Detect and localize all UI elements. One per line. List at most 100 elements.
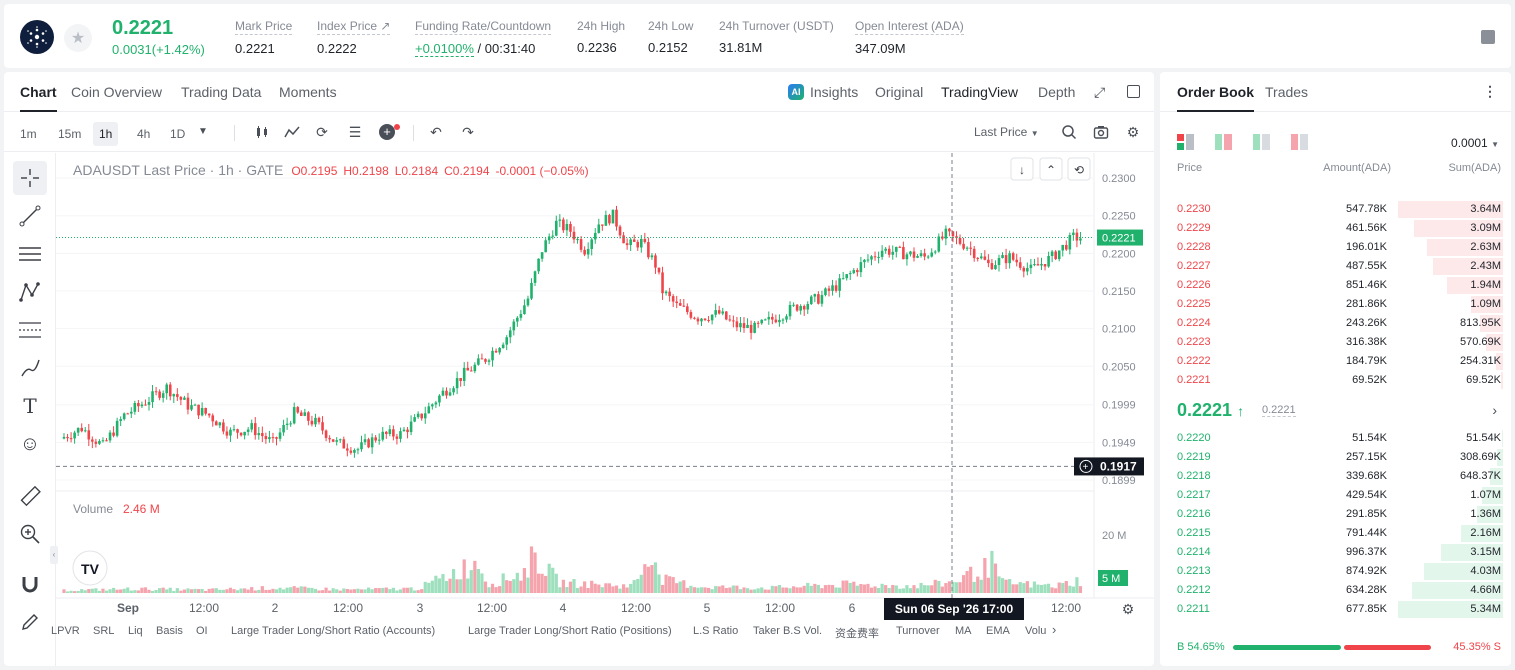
tab-original[interactable]: Original (875, 84, 924, 100)
refresh-icon[interactable]: ⟳ (316, 124, 328, 140)
bid-row[interactable]: 0.2219 257.15K 308.69K (1160, 448, 1511, 467)
crosshair-tool-icon[interactable] (13, 161, 47, 195)
timeframe-1d[interactable]: 1D (170, 127, 186, 141)
time-axis-settings-icon[interactable]: ⚙ (1122, 601, 1135, 617)
add-indicator-icon[interactable]: + (379, 124, 395, 140)
undo-icon[interactable]: ↶ (430, 124, 442, 140)
tab-trades[interactable]: Trades (1265, 84, 1309, 100)
brush-tool-icon[interactable] (13, 351, 47, 385)
ask-row[interactable]: 0.2221 69.52K 69.52K (1160, 371, 1511, 390)
templates-icon[interactable]: ☰ (348, 124, 362, 140)
ask-row[interactable]: 0.2225 281.86K 1.09M (1160, 295, 1511, 314)
favorite-star-icon[interactable]: ★ (64, 24, 92, 52)
guide-book-icon[interactable] (1481, 30, 1495, 44)
more-options-icon[interactable]: ⋮ (1483, 83, 1497, 99)
tab-trading-data[interactable]: Trading Data (181, 84, 262, 100)
timeframe-4h[interactable]: 4h (137, 127, 151, 141)
ask-row[interactable]: 0.2223 316.38K 570.69K (1160, 333, 1511, 352)
timeframe-1m[interactable]: 1m (20, 127, 37, 141)
indicator-turnover[interactable]: Turnover (896, 625, 940, 637)
search-icon[interactable] (1061, 124, 1077, 140)
ask-row[interactable]: 0.2227 487.55K 2.43M (1160, 257, 1511, 276)
emoji-tool-icon[interactable]: ☺ (19, 432, 41, 455)
indicator-srl[interactable]: SRL (93, 625, 115, 637)
indicator-ma[interactable]: MA (955, 625, 972, 637)
timeframe-1h[interactable]: 1h (93, 122, 119, 146)
indicator-funding-rate[interactable]: 资金费率 (835, 628, 879, 640)
window-mode-icon[interactable] (1127, 85, 1140, 98)
indicator-ls-ratio[interactable]: L.S Ratio (693, 625, 739, 637)
layout-split-icon[interactable] (1215, 134, 1233, 150)
text-tool-icon[interactable]: T (23, 394, 37, 418)
indicator-liq[interactable]: Liq (128, 625, 143, 637)
ask-row[interactable]: 0.2228 196.01K 2.63M (1160, 238, 1511, 257)
camera-icon[interactable] (1093, 124, 1109, 140)
ruler-tool-icon[interactable] (13, 479, 47, 513)
ask-row[interactable]: 0.2230 547.78K 3.64M (1160, 200, 1511, 219)
pattern-tool-icon[interactable] (13, 275, 47, 309)
indicator-lpvr[interactable]: LPVR (51, 625, 80, 637)
candle-body (264, 436, 268, 440)
tab-depth[interactable]: Depth (1038, 84, 1076, 100)
bid-row[interactable]: 0.2213 874.92K 4.03M (1160, 562, 1511, 581)
ask-row[interactable]: 0.2229 461.56K 3.09M (1160, 219, 1511, 238)
collapse-pane-icon[interactable] (1039, 157, 1063, 181)
fibonacci-tool-icon[interactable] (13, 313, 47, 347)
mid-price[interactable]: 0.2221 ↑ (1177, 400, 1245, 420)
precision-select[interactable]: 0.0001 ▼ (1451, 136, 1499, 150)
settings-gear-icon[interactable]: ⚙ (1126, 124, 1140, 140)
indicator-top-trader-positions[interactable]: Large Trader Long/Short Ratio (Positions… (468, 625, 672, 637)
indicator-ema[interactable]: EMA (986, 625, 1010, 637)
candle-type-icon[interactable] (254, 124, 270, 140)
indicator-top-trader-accounts[interactable]: Large Trader Long/Short Ratio (Accounts) (231, 625, 436, 637)
expand-icon[interactable]: ⤢ (1094, 84, 1106, 100)
bid-row[interactable]: 0.2211 677.85K 5.34M (1160, 600, 1511, 619)
ask-row[interactable]: 0.2222 184.79K 254.31K (1160, 352, 1511, 371)
timeframe-15m[interactable]: 15m (58, 127, 82, 141)
stat-index-price[interactable]: Index Price ↗ 0.2222 (317, 19, 391, 56)
tab-insights[interactable]: Insights (810, 84, 859, 100)
volume-bar (937, 580, 941, 593)
layout-both-icon[interactable] (1177, 134, 1195, 150)
bid-row[interactable]: 0.2215 791.44K 2.16M (1160, 524, 1511, 543)
bid-row[interactable]: 0.2218 339.68K 648.37K (1160, 467, 1511, 486)
edit-pen-tool-icon[interactable] (13, 605, 47, 639)
bid-row[interactable]: 0.2220 51.54K 51.54K (1160, 429, 1511, 448)
bid-row[interactable]: 0.2217 429.54K 1.07M (1160, 486, 1511, 505)
price-chart[interactable]: 0.2300 0.2250 0.2200 0.2150 0.2100 0.2050 0.19… (56, 153, 1154, 623)
collapse-toolbar-chevron-icon[interactable]: ‹ (50, 546, 58, 564)
ask-row[interactable]: 0.2226 851.46K 1.94M (1160, 276, 1511, 295)
add-alert-icon[interactable] (1079, 459, 1093, 473)
indicators-icon[interactable] (284, 124, 300, 140)
layout-asks-icon[interactable] (1291, 134, 1309, 150)
trendline-tool-icon[interactable] (13, 199, 47, 233)
tab-chart[interactable]: Chart (20, 84, 57, 112)
stat-funding-rate[interactable]: Funding Rate/Countdown +0.0100% / 00:31:… (415, 19, 552, 57)
tab-coin-overview[interactable]: Coin Overview (71, 84, 163, 100)
redo-icon[interactable]: ↷ (462, 124, 474, 140)
indicator-scroll-right-icon[interactable]: › (1052, 622, 1057, 637)
scroll-to-latest-icon[interactable] (1010, 157, 1034, 181)
timeframe-dropdown-icon[interactable]: ▼ (198, 126, 208, 137)
zoom-in-tool-icon[interactable] (13, 517, 47, 551)
candle-body (661, 272, 664, 294)
bid-row[interactable]: 0.2214 996.37K 3.15M (1160, 543, 1511, 562)
indicator-volume[interactable]: Volu (1025, 625, 1047, 637)
tab-order-book[interactable]: Order Book (1177, 84, 1255, 112)
bid-row[interactable]: 0.2216 291.85K 1.36M (1160, 505, 1511, 524)
indicator-taker-vol[interactable]: Taker B.S Vol. (753, 625, 823, 637)
stat-open-interest[interactable]: Open Interest (ADA) 347.09M (855, 19, 964, 56)
indicator-oi[interactable]: OI (196, 625, 208, 637)
reset-chart-icon[interactable] (1067, 157, 1091, 181)
ask-row[interactable]: 0.2224 243.26K 813.95K (1160, 314, 1511, 333)
tab-tradingview[interactable]: TradingView (941, 84, 1019, 100)
horizontal-lines-tool-icon[interactable] (13, 237, 47, 271)
tab-moments[interactable]: Moments (279, 84, 337, 100)
chevron-right-icon[interactable]: › (1492, 402, 1497, 418)
layout-bids-icon[interactable] (1253, 134, 1271, 150)
bid-row[interactable]: 0.2212 634.28K 4.66M (1160, 581, 1511, 600)
price-type-select[interactable]: Last Price ▼ (974, 125, 1039, 139)
stat-mark-price[interactable]: Mark Price 0.2221 (235, 19, 293, 56)
indicator-basis[interactable]: Basis (156, 625, 183, 637)
magnet-tool-icon[interactable] (13, 567, 47, 601)
